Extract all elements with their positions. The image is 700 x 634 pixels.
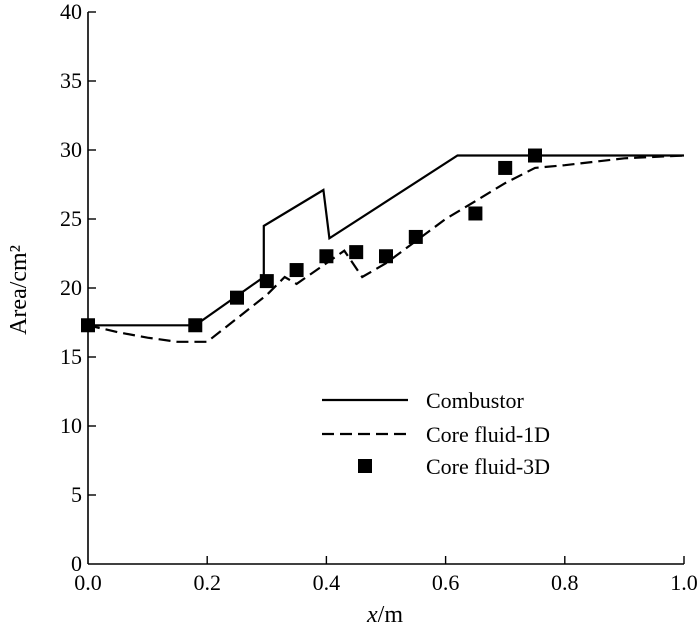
y-tick-label-10: 10 [60,413,82,438]
core-fluid-3d-marker-11 [528,148,542,163]
y-tick-label-35: 35 [60,68,82,93]
x-axis-title-unit: /m [378,602,404,628]
x-tick-label-0.6: 0.6 [432,570,460,595]
legend-label-combustor: Combustor [426,388,524,413]
y-tick-label-30: 30 [60,137,82,162]
combustor-line [88,154,684,327]
core-fluid-3d-marker-6 [349,245,364,260]
y-axis-title: Area/cm² [6,245,32,335]
x-axis-title-italic: x [366,602,378,628]
legend-swatch-core-fluid-3d [358,459,372,473]
legend: Combustor Core fluid-1D Core fluid-3D [322,388,550,479]
y-tick-label-25: 25 [60,206,82,231]
core-fluid-1d-line [87,154,685,343]
axes: 0 5 10 15 20 25 30 35 40 0.0 0.2 0.4 0.6 0.8 1.0 [60,0,698,595]
y-tick-label-0: 0 [71,551,82,576]
core-fluid-3d-marker-3 [259,274,274,289]
x-axis-title: x/m [366,602,403,628]
legend-label-core-fluid-3d: Core fluid-3D [426,454,550,479]
legend-label-core-fluid-1d: Core fluid-1D [426,422,550,447]
y-tick-label-20: 20 [60,275,82,300]
core-fluid-3d-marker-1 [188,318,203,333]
x-tick-label-0.4: 0.4 [313,570,341,595]
core-fluid-3d-marker-5 [319,249,334,264]
core-fluid-3d-marker-2 [230,290,244,305]
y-tick-label-40: 40 [60,0,82,24]
x-tick-label-1.0: 1.0 [670,570,698,595]
x-tick-label-0.8: 0.8 [551,570,579,595]
core-fluid-3d-marker-7 [379,249,393,264]
x-tick-label-0.2: 0.2 [193,570,221,595]
core-fluid-3d-marker-4 [289,263,304,278]
x-tick-label-0.0: 0.0 [74,570,102,595]
y-tick-label-15: 15 [60,344,82,369]
core-fluid-3d-marker-9 [468,206,483,221]
y-tick-label-5: 5 [71,482,82,507]
core-fluid-3d-marker-8 [408,229,423,244]
plot-area [81,148,685,343]
core-fluid-3d-marker-10 [498,160,513,175]
